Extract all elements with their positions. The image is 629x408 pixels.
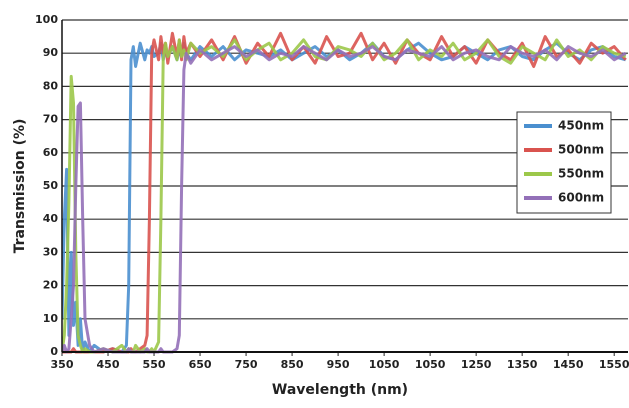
- x-tick-label: 750: [235, 358, 258, 371]
- x-axis-title: Wavelength (nm): [272, 382, 408, 398]
- series-line: [62, 45, 627, 354]
- legend-label: 550nm: [558, 167, 604, 181]
- y-tick-label: 20: [43, 279, 59, 292]
- x-tick-label: 850: [281, 358, 304, 371]
- legend-label: 500nm: [558, 143, 604, 157]
- y-tick-label: 0: [50, 345, 58, 358]
- legend: 450nm 500nm 550nm 600nm: [516, 111, 612, 214]
- y-tick-label: 30: [43, 245, 59, 258]
- x-tick-label: 450: [97, 358, 120, 371]
- y-tick-label: 80: [43, 79, 59, 92]
- x-tick-label: 350: [51, 358, 74, 371]
- x-tick-label: 1250: [461, 358, 492, 371]
- x-tick-label: 950: [327, 358, 350, 371]
- y-tick-label: 70: [43, 113, 59, 126]
- x-tick-label: 1450: [553, 358, 584, 371]
- y-tick-label: 40: [43, 212, 59, 225]
- legend-label: 600nm: [558, 191, 604, 205]
- x-tick-label: 650: [189, 358, 212, 371]
- legend-label: 450nm: [558, 119, 604, 133]
- axes: 0 10 20 30 40 50 60 70 80 90 100 350 450 550 650 750 850…: [35, 13, 629, 371]
- y-tick-label: 50: [43, 179, 59, 192]
- y-tick-label: 90: [43, 46, 59, 59]
- x-tick-label: 1050: [415, 358, 446, 371]
- y-tick-label: 10: [43, 312, 59, 325]
- x-tick-label: 1050: [369, 358, 400, 371]
- x-tick-label: 1350: [507, 358, 538, 371]
- y-axis-title: Transmission (%): [12, 119, 28, 254]
- y-tick-label: 60: [43, 146, 59, 159]
- x-tick-label: 1550: [599, 358, 629, 371]
- x-tick-label: 550: [143, 358, 166, 371]
- y-tick-label: 100: [35, 13, 58, 26]
